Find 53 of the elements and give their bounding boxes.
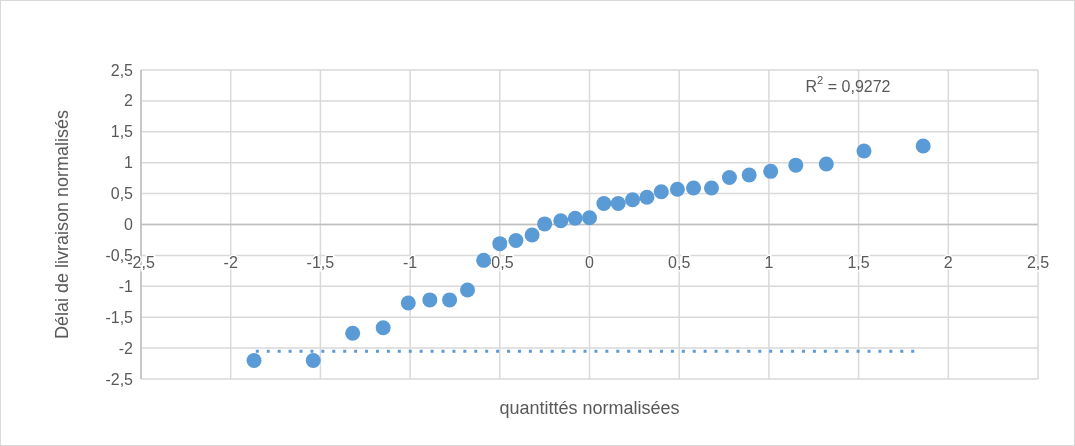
point <box>741 167 757 183</box>
point <box>763 163 779 179</box>
x-tick-label: 2,5 <box>1026 254 1050 271</box>
point <box>492 236 508 252</box>
y-tick-label: -2 <box>118 339 134 357</box>
point <box>669 181 685 197</box>
point <box>537 216 553 232</box>
x-tick-label: 1,5 <box>847 254 870 271</box>
y-axis-title: Délai de livraison normalisés <box>52 109 72 340</box>
point <box>422 292 438 308</box>
point <box>345 325 361 341</box>
point <box>856 143 872 159</box>
point <box>703 180 719 196</box>
point <box>460 282 476 298</box>
y-tick-label: -2,5 <box>105 370 134 388</box>
point <box>639 189 655 205</box>
point <box>508 233 524 249</box>
x-tick-label: 2 <box>943 254 953 271</box>
point <box>915 138 931 154</box>
x-tick-label: 0,5 <box>668 254 691 271</box>
y-tick-label: 2 <box>124 92 134 110</box>
y-tick-label: 1,5 <box>110 123 134 141</box>
x-tick-label: -2 <box>223 254 238 271</box>
x-axis-title: quantittés normalisées <box>499 398 680 418</box>
point <box>442 292 458 308</box>
x-tick-label: 0 <box>585 254 595 271</box>
point <box>375 320 391 336</box>
x-tick-label: -1 <box>402 254 418 271</box>
x-tick-label: -1,5 <box>306 254 335 271</box>
point <box>246 352 262 368</box>
point <box>305 352 321 368</box>
y-tick-label: 0,5 <box>110 185 134 203</box>
y-tick-label: 2,5 <box>110 61 134 79</box>
point <box>553 213 569 229</box>
y-tick-label: -1,5 <box>105 308 134 326</box>
y-tick-label: 0 <box>124 216 134 233</box>
point <box>721 170 737 186</box>
point <box>582 210 597 226</box>
point <box>788 157 804 173</box>
y-tick-label: -1 <box>118 277 134 295</box>
point <box>818 156 834 172</box>
point <box>610 195 626 211</box>
point <box>625 192 641 208</box>
x-tick-label: -0,5 <box>486 254 514 271</box>
x-tick-label: 1 <box>764 254 774 271</box>
annotation: R$^{2}$ = 0,9272 <box>805 74 891 95</box>
y-tick-label: 1 <box>124 154 134 172</box>
point <box>567 210 583 226</box>
point <box>686 180 702 196</box>
point <box>524 227 540 243</box>
point <box>400 295 416 311</box>
point <box>596 195 612 211</box>
point <box>653 184 669 200</box>
